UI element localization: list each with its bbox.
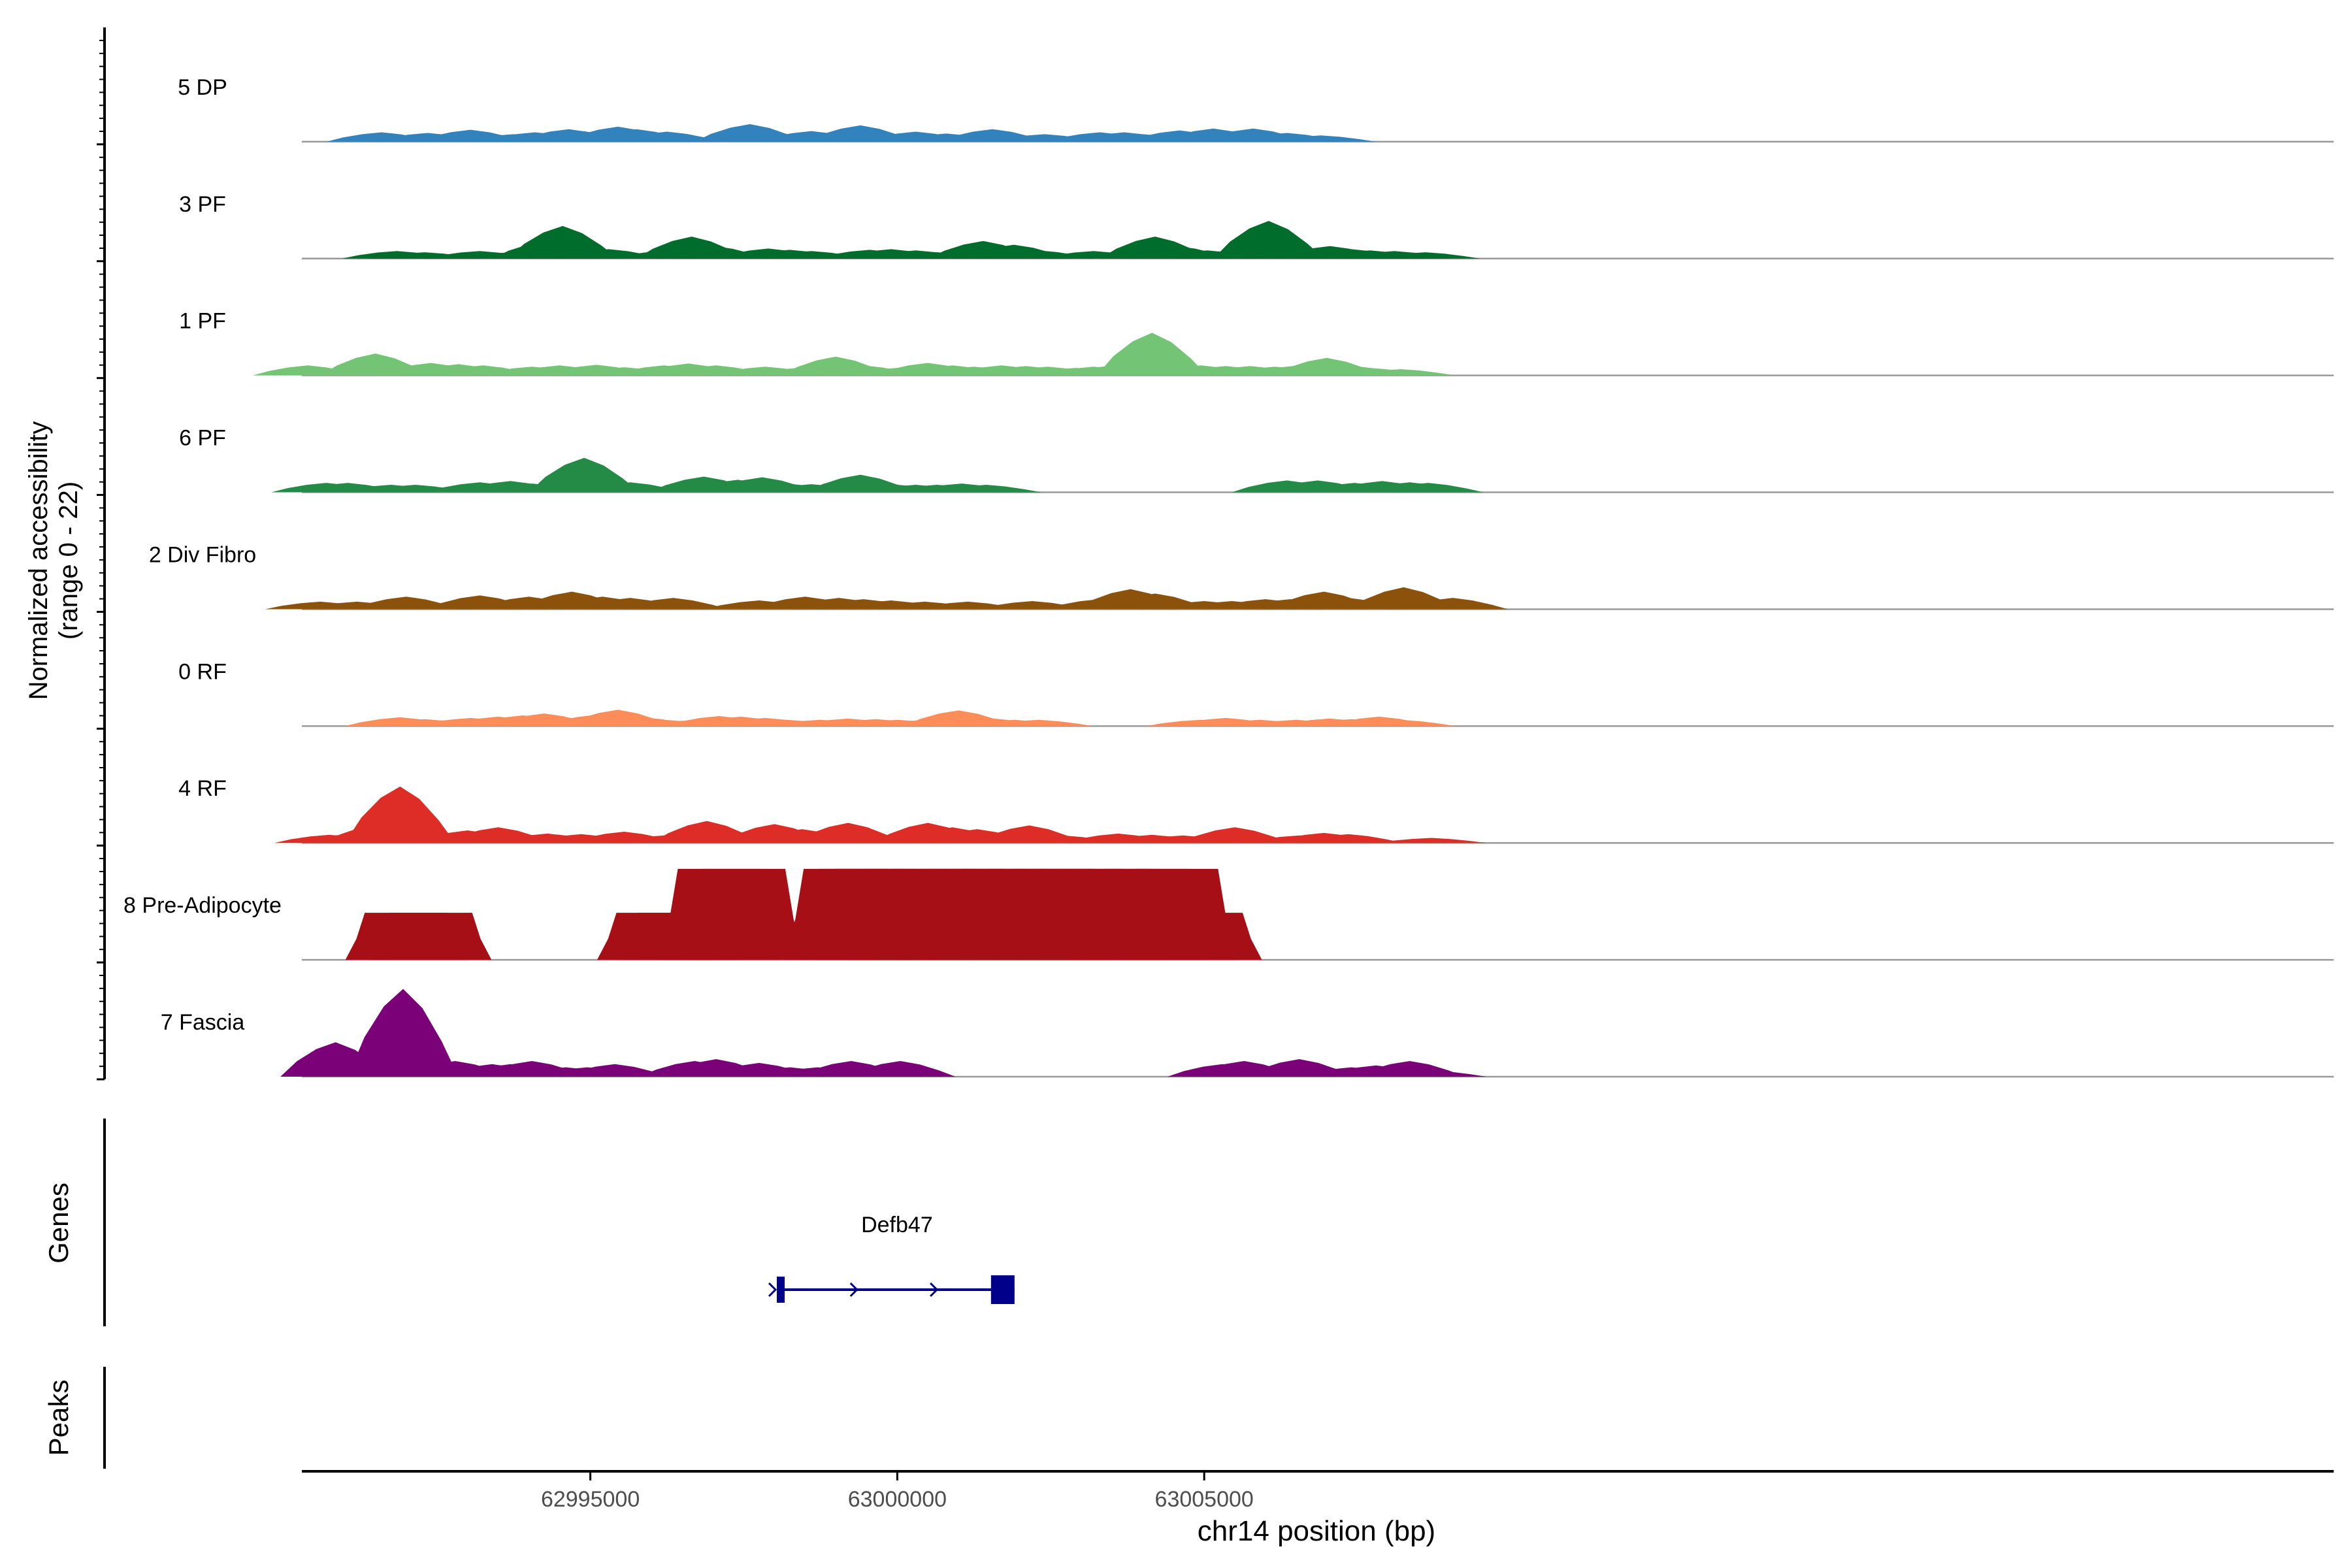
peaks-panel-label: Peaks	[43, 1380, 74, 1456]
coverage-tracks: 5 DP 3 PF 1 PF 6 PF 2 Div Fibro 0 RF 4 RF 8 Pre…	[123, 75, 2334, 1078]
strand-arrow	[849, 1282, 858, 1298]
accessibility-peak	[559, 1064, 670, 1077]
accessibility-peak	[845, 1061, 956, 1077]
y-axis-label-line2: (range 0 - 22)	[54, 482, 83, 640]
gene-model: Defb47	[768, 1213, 1015, 1304]
x-axis-label: chr14 position (bp)	[1198, 1515, 1435, 1547]
x-tick-label: 63000000	[848, 1487, 947, 1512]
track-label: 1 PF	[179, 309, 226, 334]
accessibility-peak	[1345, 369, 1456, 376]
gene-exon-end	[990, 1275, 1015, 1304]
track-label: 0 RF	[178, 659, 227, 684]
accessibility-peak	[507, 225, 618, 259]
x-tick-label: 62995000	[541, 1487, 640, 1512]
track-label: 5 DP	[178, 75, 227, 100]
track-8-pre-adipocyte: 8 Pre-Adipocyte	[123, 868, 2334, 961]
y-axis-label-line1: Normalized accessibility	[24, 421, 53, 700]
accessibility-peak	[1376, 1070, 1487, 1077]
track-label: 4 RF	[178, 776, 227, 801]
track-label: 7 Fascia	[161, 1010, 245, 1035]
accessibility-peak	[1293, 834, 1404, 843]
accessibility-peak	[1266, 135, 1377, 142]
accessibility-peak	[344, 786, 455, 843]
accessibility-peak	[683, 868, 805, 960]
accessibility-peak	[370, 913, 492, 960]
track-4-rf: 4 RF	[178, 776, 2334, 844]
track-5-dp: 5 DP	[178, 75, 2334, 143]
accessibility-peak	[1376, 838, 1487, 843]
strand-arrow	[930, 1282, 939, 1298]
accessibility-peak	[931, 485, 1042, 493]
track-label: 8 Pre-Adipocyte	[123, 893, 282, 918]
accessibility-peak	[617, 598, 729, 610]
track-0-rf: 0 RF	[178, 659, 2334, 727]
accessibility-peak	[1179, 827, 1290, 843]
accessibility-peak	[1369, 252, 1480, 259]
gene-label: Defb47	[861, 1213, 933, 1237]
track-6-pf: 6 PF	[179, 426, 2334, 493]
strand-arrow	[768, 1282, 777, 1298]
track-3-pf: 3 PF	[179, 192, 2334, 260]
gene-exon-start	[776, 1277, 785, 1303]
accessibility-peak	[1373, 483, 1484, 493]
track-1-pf: 1 PF	[179, 309, 2334, 376]
track-label: 2 Div Fibro	[149, 542, 256, 567]
track-label: 3 PF	[179, 192, 226, 217]
genes-panel-label: Genes	[43, 1183, 74, 1264]
accessibility-peak	[983, 719, 1094, 727]
x-axis-ticks: 62995000 63000000 63005000	[541, 1471, 1254, 1512]
track-2-div-fibro: 2 Div Fibro	[149, 542, 2334, 610]
track-label: 6 PF	[179, 426, 226, 451]
accessibility-peak	[1345, 719, 1456, 727]
accessibility-peak	[612, 131, 723, 142]
accessibility-peak	[1397, 598, 1509, 610]
track-7-fascia: 7 Fascia	[161, 988, 2334, 1078]
x-tick-label: 63005000	[1155, 1487, 1254, 1512]
accessibility-peak	[348, 988, 459, 1077]
accessibility-peak	[1140, 913, 1262, 960]
coverage-left-axis	[97, 27, 106, 1081]
